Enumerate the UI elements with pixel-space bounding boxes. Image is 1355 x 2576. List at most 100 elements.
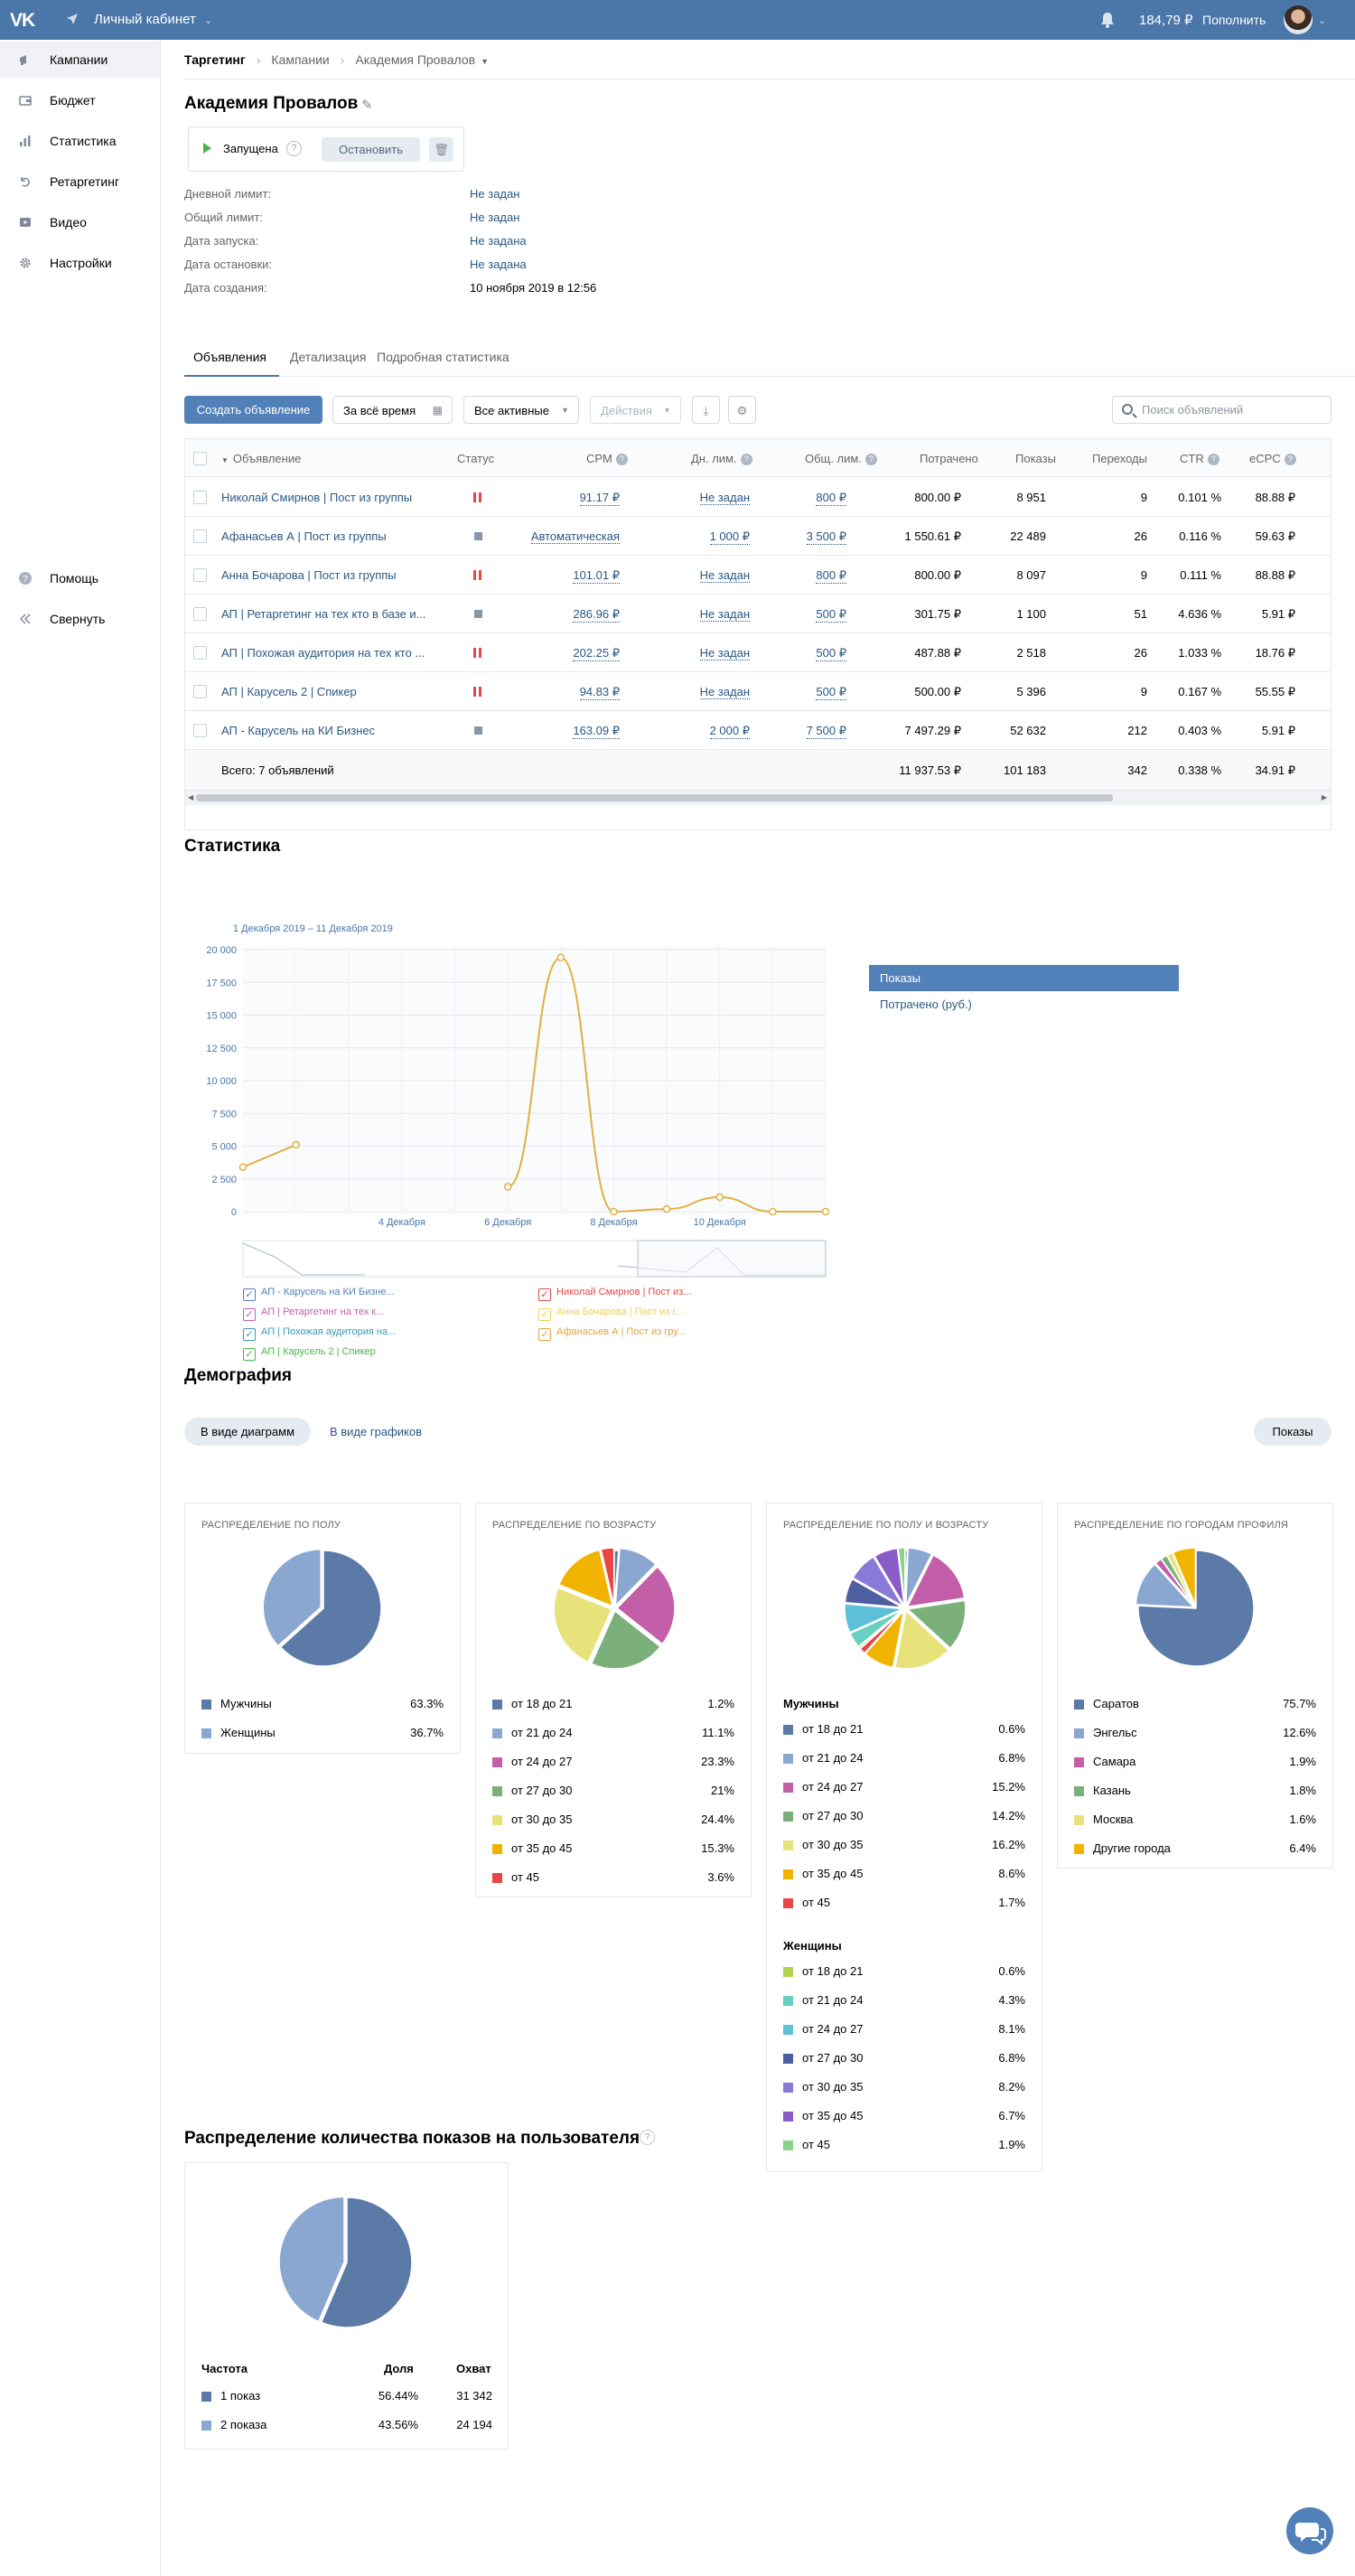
avatar[interactable] — [1284, 5, 1313, 34]
pie-slice[interactable] — [557, 1549, 614, 1607]
legend-checkbox-item[interactable]: ✓ АП | Карусель 2 | Спикер — [243, 1346, 376, 1361]
row-checkbox[interactable] — [193, 529, 207, 543]
legend-checkbox-item[interactable]: ✓ АП | Похожая аудитория на... — [243, 1326, 396, 1341]
pie-slice[interactable] — [852, 1556, 905, 1608]
paused-status-icon[interactable] — [473, 687, 481, 697]
cpm-value-link[interactable]: 94.83 ₽ — [579, 685, 620, 700]
cabinet-menu[interactable]: Личный кабинет — [94, 12, 196, 27]
cpm-value-link[interactable]: Автоматическая — [530, 529, 620, 544]
ad-name-link[interactable]: Анна Бочарова | Пост из группы — [221, 568, 397, 582]
col-shows[interactable]: Показы — [1015, 452, 1056, 465]
row-checkbox[interactable] — [193, 491, 207, 504]
pie-slice[interactable] — [614, 1547, 658, 1608]
total-limit-link[interactable]: 7 500 ₽ — [806, 724, 846, 739]
scroll-left-icon[interactable]: ◀ — [188, 793, 194, 801]
day-limit-link[interactable]: Не задан — [699, 685, 750, 699]
pie-slice[interactable] — [278, 2196, 345, 2323]
table-row[interactable]: Анна Бочарова | Пост из группы 101.01 ₽ Не… — [185, 556, 1331, 595]
sidebar-item-settings[interactable]: Настройки — [0, 245, 160, 281]
series-shows[interactable]: Показы — [869, 965, 1179, 991]
cpm-value-link[interactable]: 101.01 ₽ — [573, 568, 620, 584]
col-spent[interactable]: Потрачено — [920, 452, 978, 465]
breadcrumb-campaigns[interactable]: Кампании — [271, 52, 330, 67]
stopped-status-icon[interactable] — [474, 532, 482, 540]
sidebar-item-budget[interactable]: Бюджет — [0, 82, 160, 118]
cpm-value-link[interactable]: 202.25 ₽ — [573, 646, 620, 661]
row-checkbox[interactable] — [193, 724, 207, 737]
legend-checkbox-item[interactable]: ✓ АП - Карусель на КИ Бизне... — [243, 1287, 395, 1301]
create-ad-button[interactable]: Создать объявление — [184, 396, 322, 424]
search-input[interactable]: Поиск объявлений — [1112, 396, 1332, 424]
bell-icon[interactable] — [1098, 11, 1117, 29]
ad-name-link[interactable]: АП - Карусель на КИ Бизнес — [221, 724, 376, 737]
filter-select[interactable]: Все активные ▼ — [463, 396, 579, 424]
total-limit-link[interactable]: 500 ₽ — [816, 646, 846, 661]
pie-slice[interactable] — [1135, 1563, 1196, 1608]
col-clicks[interactable]: Переходы — [1092, 452, 1147, 465]
pie-slice[interactable] — [906, 1599, 967, 1650]
sidebar-item-video[interactable]: Видео — [0, 204, 160, 240]
pie-slice[interactable] — [1137, 1550, 1255, 1667]
help-icon[interactable]: ? — [286, 141, 302, 156]
day-limit-link[interactable]: Не задан — [699, 491, 750, 505]
pie-slice[interactable] — [904, 1547, 933, 1606]
table-row[interactable]: АП - Карусель на КИ Бизнес 163.09 ₽ 2 000 … — [185, 711, 1331, 750]
row-checkbox[interactable] — [193, 685, 207, 698]
day-limit-link[interactable]: Не задан — [699, 646, 750, 660]
gender-pie-chart[interactable] — [260, 1545, 387, 1672]
settings-gear-icon[interactable]: ⚙ — [728, 396, 756, 424]
pie-slice[interactable] — [849, 1608, 903, 1648]
legend-checkbox-item[interactable]: ✓ Анна Бочарова | Пост из г... — [538, 1307, 683, 1321]
cpm-value-link[interactable]: 286.96 ₽ — [573, 607, 620, 623]
tab-details[interactable]: Детализация — [290, 350, 367, 364]
view-pie-button[interactable]: В виде диаграмм — [184, 1418, 311, 1446]
scroll-right-icon[interactable]: ▶ — [1321, 793, 1327, 801]
help-icon[interactable]: ? — [1284, 454, 1296, 465]
row-checkbox[interactable] — [193, 607, 207, 621]
vk-logo[interactable]: VK — [10, 10, 35, 31]
pie-slice[interactable] — [615, 1565, 676, 1645]
age-pie-chart[interactable] — [551, 1545, 678, 1672]
total-limit-link[interactable]: 500 ₽ — [816, 607, 846, 623]
frequency-pie-chart[interactable] — [276, 2192, 417, 2333]
table-row[interactable]: Николай Смирнов | Пост из группы 91.17 ₽ Н… — [185, 478, 1331, 517]
legend-checkbox-item[interactable]: ✓ АП | Ретаргетинг на тех к... — [243, 1307, 384, 1321]
legend-checkbox-item[interactable]: ✓ Афанасьев А | Пост из гру... — [538, 1326, 686, 1341]
pie-slice[interactable] — [553, 1587, 613, 1663]
sidebar-item-help[interactable]: ? Помощь — [0, 560, 160, 596]
period-select[interactable]: За всё время ▦ — [332, 396, 453, 424]
col-total-limit[interactable]: Общ. лим.? — [805, 452, 877, 465]
legend-checkbox-item[interactable]: ✓ Николай Смирнов | Пост из... — [538, 1287, 691, 1301]
pie-slice[interactable] — [279, 1550, 382, 1667]
scrollbar-thumb[interactable] — [196, 794, 1113, 801]
ad-name-link[interactable]: АП | Ретаргетинг на тех кто в базе и... — [221, 607, 426, 621]
row-checkbox[interactable] — [193, 646, 207, 660]
pie-slice[interactable] — [906, 1554, 966, 1608]
topup-link[interactable]: Пополнить — [1202, 13, 1266, 27]
paused-status-icon[interactable] — [473, 648, 481, 658]
cpm-value-link[interactable]: 91.17 ₽ — [579, 491, 620, 506]
prop-value-link[interactable]: Не задан — [470, 211, 520, 224]
series-spent[interactable]: Потрачено (руб.) — [880, 998, 972, 1011]
pencil-icon[interactable]: ✎ — [361, 98, 373, 113]
stop-button[interactable]: Остановить — [322, 137, 420, 162]
total-limit-link[interactable]: 800 ₽ — [816, 491, 846, 506]
help-icon[interactable]: ? — [615, 454, 628, 465]
table-row[interactable]: АП | Карусель 2 | Спикер 94.83 ₽ Не задан 5… — [185, 672, 1331, 711]
col-ecpc[interactable]: eCPC? — [1249, 452, 1296, 465]
gender-age-pie-chart[interactable] — [842, 1545, 968, 1672]
pie-slice[interactable] — [600, 1547, 615, 1606]
paused-status-icon[interactable] — [473, 570, 481, 580]
sidebar-item-statistics[interactable]: Статистика — [0, 123, 160, 159]
table-row[interactable]: АП | Ретаргетинг на тех кто в базе и... 2… — [185, 595, 1331, 633]
ad-name-link[interactable]: Николай Смирнов | Пост из группы — [221, 491, 413, 504]
col-ad[interactable]: ▼ Объявление — [221, 452, 301, 465]
chat-button[interactable] — [1286, 2507, 1333, 2554]
pie-slice[interactable] — [864, 1608, 905, 1669]
table-row[interactable]: АП | Похожая аудитория на тех кто ... 202… — [185, 633, 1331, 672]
pie-slice[interactable] — [320, 2197, 413, 2328]
day-limit-link[interactable]: Не задан — [699, 568, 750, 583]
prop-value-link[interactable]: Не задана — [470, 258, 527, 271]
stopped-status-icon[interactable] — [474, 610, 482, 618]
day-limit-link[interactable]: Не задан — [699, 607, 750, 622]
